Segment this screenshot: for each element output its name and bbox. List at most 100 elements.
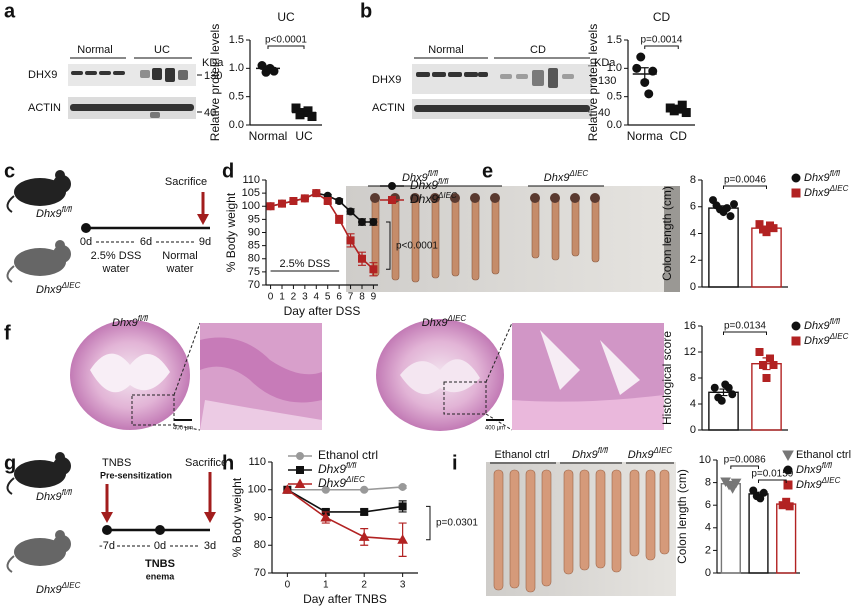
kda-marker: 40 [204, 107, 216, 119]
x-tick-label: 5 [325, 292, 331, 303]
phase: water [102, 263, 130, 275]
panel-letter: c [4, 160, 15, 182]
phase: water [166, 263, 194, 275]
marker [296, 452, 304, 460]
sig-bracket [426, 505, 431, 541]
y-axis-label: Colon length (cm) [660, 186, 674, 281]
marker [755, 348, 764, 356]
scheme-c: Dhx9fl/fl Dhx9ΔIEC Sacrifice 0d 6d 9d 2.… [6, 170, 211, 296]
marker [766, 354, 774, 363]
marker [769, 224, 778, 233]
x-tick-label: Norma [627, 129, 663, 143]
marker [783, 465, 793, 475]
y-tick-label: 4 [705, 522, 711, 534]
marker [749, 486, 758, 495]
event: Sacrifice [185, 457, 227, 469]
y-tick-label: 16 [684, 320, 696, 332]
panel-letter: f [4, 322, 11, 344]
panel-letter: a [4, 0, 16, 22]
group-label: Ethanol ctrl [494, 449, 549, 461]
marker [360, 507, 369, 516]
marker [791, 321, 801, 331]
mouse-label: Dhx9fl/fl [36, 205, 72, 220]
phase: Normal [162, 250, 197, 262]
x-tick-label: Normal [249, 129, 288, 143]
day: 0d [154, 540, 166, 552]
marker [335, 215, 344, 224]
day: 0d [80, 236, 92, 248]
p-value: p=0.0159 [751, 469, 793, 480]
marker [730, 478, 742, 489]
scale-label: 400 µm [173, 426, 193, 432]
marker [717, 396, 726, 405]
y-axis-label: % Body weight [230, 477, 244, 557]
y-axis-label: Relative protein levels [586, 24, 600, 141]
sig-bracket [386, 221, 391, 270]
protein-label: ACTIN [372, 102, 405, 114]
marker [398, 502, 407, 511]
legend-label: Ethanol ctrl [318, 448, 378, 462]
kda-marker: 130 [598, 75, 616, 87]
y-axis-label: Relative protein levels [208, 24, 222, 141]
error-bar [674, 106, 683, 112]
marker [346, 207, 355, 216]
y-tick-label: 6 [690, 201, 696, 213]
bar [751, 363, 782, 431]
legend-label: Dhx9fl/fl [318, 461, 356, 476]
y-axis-label: Colon length (cm) [675, 469, 689, 564]
sig-bracket [730, 465, 759, 469]
marker [296, 466, 304, 474]
y-tick-label: 1.5 [229, 34, 244, 46]
error-bar [300, 110, 308, 115]
chart-title: UC [277, 10, 295, 24]
photo-e: Dhx9fl/fl Dhx9ΔIEC [346, 169, 680, 292]
y-tick-label: 4 [690, 227, 696, 239]
marker [791, 188, 801, 198]
mouse-icon [6, 530, 71, 573]
mouse-label: Dhx9ΔIEC [36, 281, 81, 296]
y-axis-label: Histological score [660, 331, 674, 425]
y-tick-label: 0.0 [607, 119, 622, 131]
line [270, 192, 374, 270]
x-tick-label: 1 [279, 292, 285, 303]
group-label: Dhx9ΔIEC [628, 446, 673, 461]
y-tick-label: 100 [248, 484, 266, 496]
p-value: p=0.0014 [641, 35, 683, 46]
y-tick-label: 105 [242, 187, 260, 199]
y-axis-label: % Body weight [224, 192, 238, 272]
legend-label: Dhx9fl/fl [410, 177, 448, 192]
marker [335, 197, 344, 205]
error-bar [264, 65, 272, 72]
marker [783, 480, 793, 490]
y-tick-label: 0.0 [229, 119, 244, 131]
x-tick-label: 3 [400, 580, 406, 591]
marker [321, 485, 330, 494]
marker [644, 89, 654, 99]
legend-label: Dhx9ΔIEC [318, 475, 365, 490]
x-tick-label: 2 [291, 292, 297, 303]
x-tick-label: 1 [323, 580, 329, 591]
x-tick-label: 9 [371, 292, 377, 303]
marker [759, 361, 767, 369]
mouse-icon [6, 170, 71, 213]
blot-strip [68, 64, 196, 86]
y-tick-label: 10 [699, 454, 711, 466]
group-label: Normal [77, 44, 112, 56]
marker [369, 265, 378, 274]
x-tick-label: 7 [348, 292, 354, 303]
marker [726, 212, 735, 221]
day: 6d [140, 236, 152, 248]
sig-bracket [723, 185, 767, 189]
marker [762, 374, 771, 382]
y-tick-label: 90 [254, 511, 266, 523]
sig-bracket [758, 479, 787, 483]
y-tick-label: 95 [248, 213, 260, 225]
marker [369, 218, 378, 226]
marker [358, 254, 366, 263]
marker [728, 390, 737, 399]
mouse-label: Dhx9ΔIEC [36, 581, 81, 596]
marker [791, 336, 801, 346]
panel-letter: i [452, 452, 458, 474]
marker [360, 485, 369, 494]
protein-label: DHX9 [28, 69, 57, 81]
